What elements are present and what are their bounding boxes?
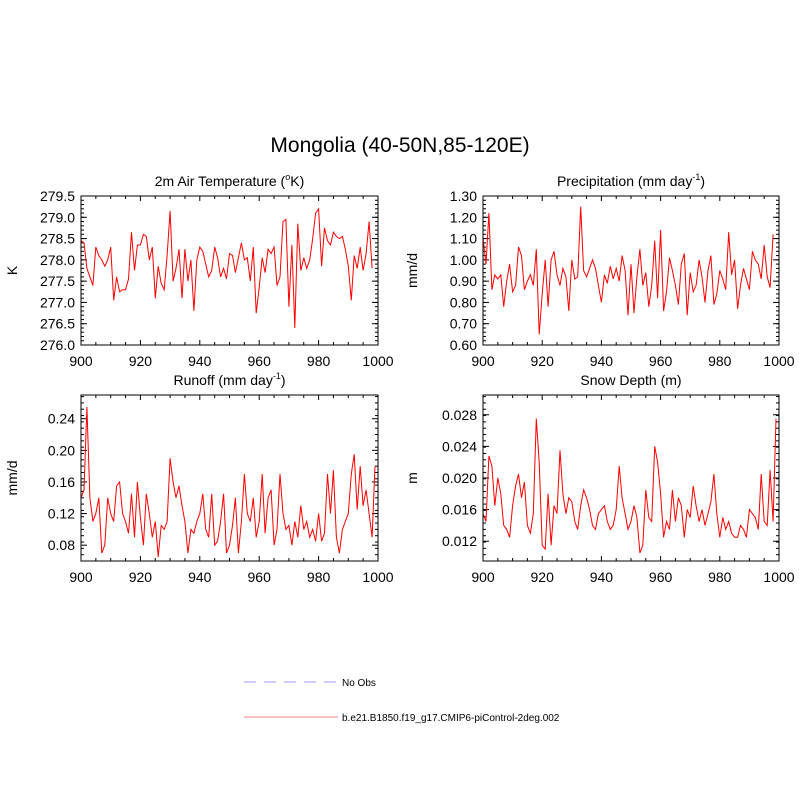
panel-1: 900 920 940 960 980 1000 0.60 0.70 0.80 0.90 1.00 1… (404, 172, 795, 369)
y-tick-label: 277.5 (40, 273, 75, 289)
panel-title-sup: -1 (692, 172, 700, 182)
x-tick-label: 900 (69, 353, 93, 369)
x-tick-label: 920 (531, 353, 555, 369)
y-tick-label: 277.0 (40, 294, 75, 310)
x-tick-label: 920 (129, 569, 153, 585)
y-axis-label: mm/d (404, 253, 420, 288)
y-tick-label: 0.020 (442, 470, 477, 486)
x-tick-label: 940 (590, 353, 614, 369)
x-tick-label: 960 (248, 353, 272, 369)
plot-frame (80, 195, 379, 346)
x-tick-label: 920 (531, 569, 555, 585)
y-tick-label: 276.0 (40, 337, 75, 353)
x-tick-label: 960 (649, 569, 673, 585)
panel-title-main: Precipitation (mm day (557, 173, 692, 189)
x-tick-label: 1000 (362, 353, 393, 369)
panel-2: 900 920 940 960 980 1000 0.08 0.12 0.16 0.20 0.24 R… (4, 371, 394, 585)
y-tick-label: 278.0 (40, 252, 75, 268)
panel-title-main: Runoff (mm day (173, 372, 272, 388)
x-tick-label: 960 (248, 569, 272, 585)
x-tick-label: 940 (590, 569, 614, 585)
y-tick-label: 276.5 (40, 316, 75, 332)
y-tick-label: 0.80 (450, 294, 477, 310)
panel-title: Snow Depth (m) (580, 372, 681, 388)
x-tick-label: 980 (307, 353, 331, 369)
y-tick-label: 279.5 (40, 188, 75, 204)
panel-title-main: Snow Depth (m) (580, 372, 681, 388)
panel-title: Precipitation (mm day-1) (557, 172, 705, 189)
x-tick-label: 900 (69, 569, 93, 585)
panel-title-main: 2m Air Temperature ( (155, 173, 286, 189)
x-tick-label: 900 (471, 569, 495, 585)
x-tick-label: 940 (188, 353, 212, 369)
panel-title: Runoff (mm day-1) (173, 371, 285, 388)
legend: No Obs b.e21.B1850.f19_g17.CMIP6-piContr… (244, 678, 560, 724)
y-tick-label: 0.08 (48, 537, 75, 553)
y-tick-label: 279.0 (40, 209, 75, 225)
y-tick-label: 0.016 (442, 502, 477, 518)
panel-title-sup: -1 (273, 371, 281, 381)
y-tick-label: 0.028 (442, 407, 477, 423)
x-tick-label: 1000 (763, 569, 794, 585)
y-tick-label: 0.20 (48, 442, 75, 458)
y-tick-label: 0.24 (48, 411, 75, 427)
panel-title-tail: K) (290, 173, 304, 189)
series-line (80, 207, 373, 329)
panel-0: 900 920 940 960 980 1000 276.0 276.5 277.0 277.5 2… (4, 172, 394, 369)
y-tick-label: 0.16 (48, 474, 75, 490)
plot-frame (80, 394, 379, 562)
x-tick-label: 940 (188, 569, 212, 585)
x-tick-label: 900 (471, 353, 495, 369)
series-line (482, 418, 777, 554)
y-tick-label: 278.5 (40, 231, 75, 247)
y-tick-label: 0.90 (450, 273, 477, 289)
x-tick-label: 980 (708, 353, 732, 369)
panel-3: 900 920 940 960 980 1000 0.012 0.016 0.020 0.024 0… (404, 372, 795, 585)
legend-label-no-obs: No Obs (342, 678, 376, 689)
panel-title-sup: o (285, 172, 290, 182)
y-tick-label: 1.20 (450, 209, 477, 225)
series-line (80, 406, 376, 558)
x-tick-label: 980 (307, 569, 331, 585)
x-tick-label: 1000 (362, 569, 393, 585)
y-tick-label: 1.00 (450, 252, 477, 268)
x-tick-label: 980 (708, 569, 732, 585)
panels: 900 920 940 960 980 1000 276.0 276.5 277.0 277.5 2… (4, 172, 795, 585)
panel-title-tail: ) (281, 372, 286, 388)
y-tick-label: 0.70 (450, 316, 477, 332)
y-tick-label: 0.60 (450, 337, 477, 353)
panel-title-tail: ) (700, 173, 705, 189)
y-tick-label: 0.012 (442, 533, 477, 549)
y-axis-label: m (404, 472, 420, 484)
y-tick-label: 0.12 (48, 506, 75, 522)
panel-title: 2m Air Temperature (oK) (155, 172, 304, 189)
legend-label-model: b.e21.B1850.f19_g17.CMIP6-piControl-2deg… (342, 713, 560, 724)
figure-title: Mongolia (40-50N,85-120E) (270, 134, 529, 157)
x-tick-label: 960 (649, 353, 673, 369)
plot-frame (482, 195, 780, 346)
y-tick-label: 1.10 (450, 231, 477, 247)
plot-frame (482, 394, 780, 562)
series-line (482, 206, 774, 335)
x-tick-label: 920 (129, 353, 153, 369)
y-tick-label: 0.024 (442, 438, 477, 454)
x-tick-label: 1000 (763, 353, 794, 369)
y-tick-label: 1.30 (450, 188, 477, 204)
y-axis-label: K (4, 265, 20, 275)
y-axis-label: mm/d (4, 461, 20, 496)
